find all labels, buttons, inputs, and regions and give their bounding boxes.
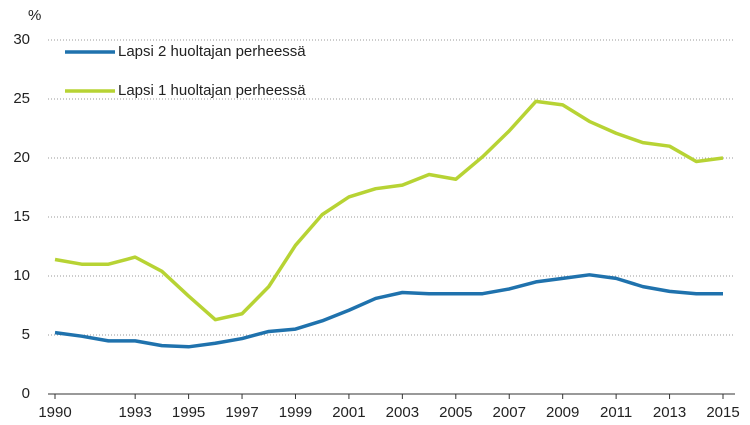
x-tick-label: 2005 [439,404,472,421]
legend-label: Lapsi 1 huoltajan perheessä [118,82,306,99]
y-tick-label: 25 [13,90,30,107]
x-tick-label: 1997 [225,404,258,421]
x-tick-label: 2013 [653,404,686,421]
x-tick-label: 1999 [279,404,312,421]
y-tick-label: 15 [13,208,30,225]
y-tick-label: 10 [13,267,30,284]
y-axis-label: % [28,7,41,24]
series-line [54,99,724,322]
x-tick-label: 2011 [600,404,632,421]
x-tick-label: 1995 [172,404,205,421]
y-tick-label: 20 [13,149,30,166]
y-tick-label: 5 [22,326,30,343]
x-tick-label: 2001 [332,404,365,421]
x-tick-label: 1993 [118,404,151,421]
x-tick-label: 2003 [386,404,419,421]
x-tick-label: 1990 [38,404,71,421]
y-tick-label: 0 [22,385,30,402]
legend-label: Lapsi 2 huoltajan perheessä [118,43,306,60]
x-tick-label: 2007 [493,404,526,421]
y-tick-label: 30 [13,31,30,48]
x-tick-label: 2015 [706,404,739,421]
x-tick-label: 2009 [546,404,579,421]
series-line [54,273,723,349]
